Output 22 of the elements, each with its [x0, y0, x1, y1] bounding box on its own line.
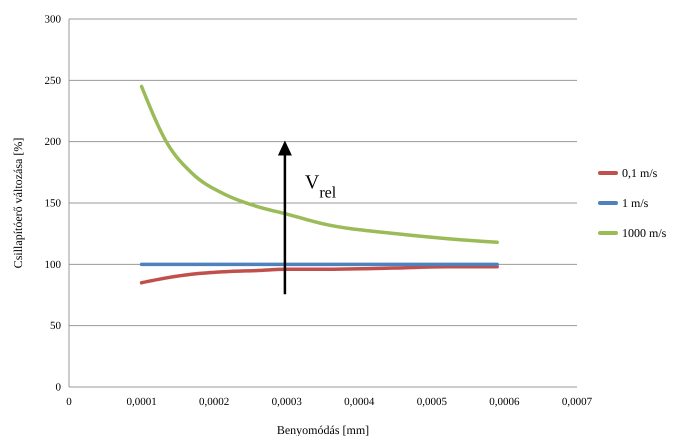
y-tick-label: 50: [50, 320, 62, 332]
annotation: V$_{rel}$: [304, 171, 337, 201]
legend-label: 1 m/s: [622, 196, 649, 210]
legend-label: 1000 m/s: [622, 226, 667, 240]
y-tick-label: 0: [56, 382, 62, 394]
x-tick-label: 0,0006: [489, 396, 520, 408]
x-tick-label: 0,0002: [199, 396, 230, 408]
x-tick-label: 0,0003: [272, 396, 302, 408]
legend-label: 0,1 m/s: [622, 166, 658, 180]
y-tick-label: 150: [44, 198, 62, 210]
x-tick-label: 0,0004: [344, 396, 375, 408]
y-axis-title: Csillapítóerő változása [%]: [11, 138, 25, 268]
y-tick-label: 100: [44, 258, 62, 271]
x-tick-label: 0: [66, 396, 72, 408]
x-tick-label: 0,0001: [126, 396, 157, 408]
y-tick-label: 300: [44, 14, 62, 26]
x-tick-label: 0,0007: [562, 396, 593, 408]
line-series: [140, 84, 499, 244]
line-series: [140, 265, 499, 284]
y-tick-label: 200: [44, 136, 62, 148]
x-tick-label: 0,0005: [416, 396, 448, 408]
y-tick-label: 250: [44, 74, 62, 87]
